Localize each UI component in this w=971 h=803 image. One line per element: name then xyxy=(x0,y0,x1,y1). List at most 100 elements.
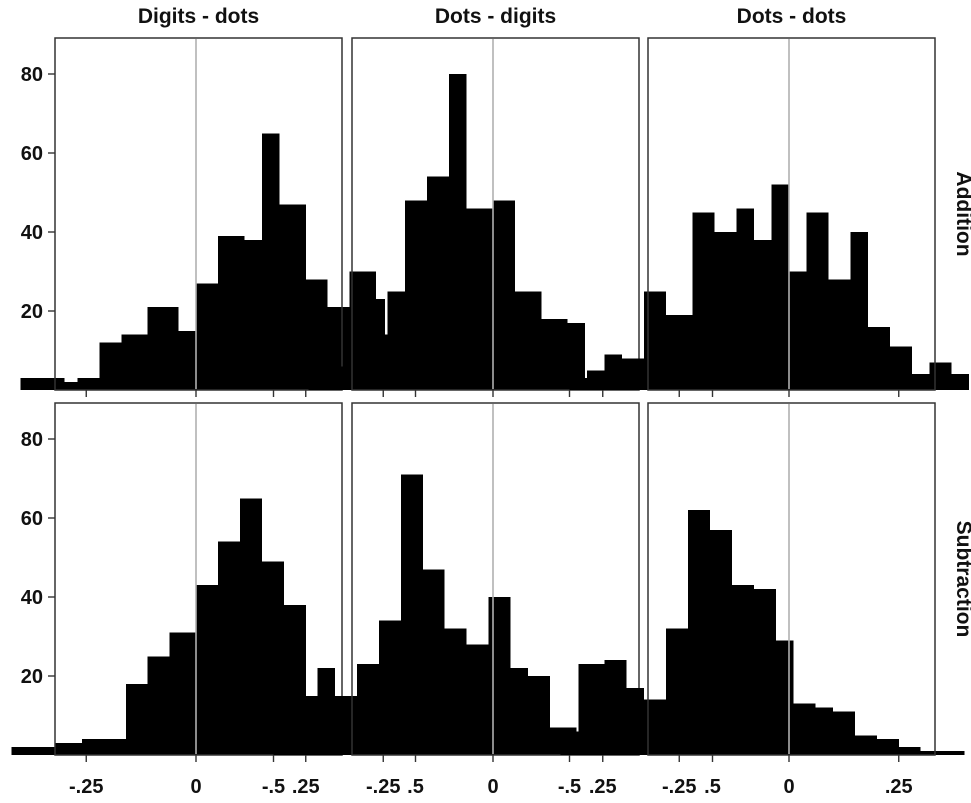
histogram-bar xyxy=(644,699,667,755)
histogram-bar xyxy=(541,318,568,390)
histogram-bar xyxy=(11,747,34,755)
histogram-bar xyxy=(387,291,406,390)
histogram-panel xyxy=(560,402,965,762)
x-tick-label: .25 xyxy=(292,776,320,798)
histogram-bar xyxy=(793,703,816,755)
histogram-panel xyxy=(272,402,714,762)
x-tick-label: 0 xyxy=(487,776,498,798)
histogram-bar xyxy=(99,342,122,390)
y-tick-label: 40 xyxy=(21,222,43,244)
histogram-bar xyxy=(308,386,340,390)
histogram-bar xyxy=(942,751,965,755)
histogram-bar xyxy=(444,628,467,755)
histogram-bar xyxy=(736,208,754,390)
histogram-bar xyxy=(31,378,65,390)
histogram-bar xyxy=(514,291,542,390)
histogram-bar xyxy=(466,644,489,755)
panel-frame xyxy=(647,37,936,391)
y-axis-labels: 20 40 60 80 20 40 60 80 xyxy=(21,64,43,688)
histogram-bar xyxy=(806,212,829,390)
histogram-bar xyxy=(644,291,667,390)
histogram-bar xyxy=(196,283,218,390)
histogram-bar xyxy=(889,346,912,390)
histogram-bar xyxy=(169,632,196,755)
histogram-bar xyxy=(622,358,645,390)
histogram-bar xyxy=(334,695,357,755)
histogram-bar xyxy=(55,743,82,755)
histogram-bar xyxy=(217,541,240,755)
histogram-bar xyxy=(709,529,732,755)
histogram-bar xyxy=(147,307,179,390)
histogram-panel xyxy=(568,37,969,397)
histogram-bar xyxy=(775,640,794,755)
y-tick-label: 60 xyxy=(21,143,43,165)
histogram-bar xyxy=(951,374,969,390)
histogram-bar xyxy=(868,326,890,390)
histogram-bar xyxy=(427,176,450,390)
histogram-bar xyxy=(510,668,529,755)
y-tick-label: 80 xyxy=(21,64,43,86)
histogram-bar xyxy=(103,739,126,755)
histogram-bar xyxy=(876,739,899,755)
histogram-bar xyxy=(753,239,772,390)
histogram-bar xyxy=(405,200,428,390)
histogram-bar xyxy=(261,133,280,390)
histogram-bar xyxy=(178,330,196,390)
panel-frame xyxy=(647,402,936,756)
histogram-bar xyxy=(147,656,170,755)
row-label: Subtraction xyxy=(952,521,971,638)
histogram-bar xyxy=(604,660,627,755)
histogram-bar xyxy=(361,334,388,390)
panel-frame xyxy=(351,402,640,756)
histogram-bar xyxy=(731,585,754,755)
histogram-bar xyxy=(832,711,855,755)
histogram-bar xyxy=(400,474,423,755)
histogram-bar xyxy=(466,208,493,390)
histogram-bar xyxy=(854,735,877,755)
histogram-bar xyxy=(666,314,693,390)
panel-frame xyxy=(54,402,343,756)
histogram-bar xyxy=(339,366,362,390)
histogram-bar xyxy=(789,271,807,390)
y-tick-label: 40 xyxy=(21,587,43,609)
histogram-bar xyxy=(33,747,56,755)
x-tick-label: 0 xyxy=(190,776,201,798)
histogram-bar xyxy=(64,382,78,390)
histogram-bar xyxy=(295,695,318,755)
histogram-bar xyxy=(125,683,148,755)
histogram-bar xyxy=(920,751,943,755)
y-tick-label: 60 xyxy=(21,508,43,530)
y-tick-label: 20 xyxy=(21,666,43,688)
histogram-bar xyxy=(688,510,710,755)
row-labels: Addition Subtraction xyxy=(952,171,971,637)
histogram-bar xyxy=(692,212,715,390)
histogram-bar xyxy=(560,739,579,755)
histogram-bar xyxy=(929,362,952,390)
histogram-bar xyxy=(217,235,245,390)
x-tick-label: .5 xyxy=(407,776,424,798)
x-axis-labels: -.5-.250.25.5-.5-.250.25.5-.5-.250.25.5 xyxy=(69,776,913,798)
histogram-bar xyxy=(850,232,869,390)
histogram-bar xyxy=(244,239,262,390)
panel-frame xyxy=(351,37,640,391)
histogram-bar xyxy=(196,585,218,755)
histogram-bar xyxy=(771,184,789,390)
histogram-bar xyxy=(356,664,379,755)
histogram-bar xyxy=(528,676,551,755)
histogram-bar xyxy=(753,589,776,755)
column-titles: Digits - dots Dots - digits Dots - dots xyxy=(138,5,846,28)
x-tick-label: -.25 xyxy=(662,776,696,798)
histogram-bar xyxy=(317,668,335,755)
histogram-bar xyxy=(488,597,511,755)
x-tick-label: -.5 xyxy=(558,776,581,798)
histogram-bar xyxy=(714,232,737,390)
x-tick-label: -.25 xyxy=(69,776,103,798)
x-tick-label: 0 xyxy=(783,776,794,798)
histogram-bar xyxy=(239,498,262,755)
histogram-bar xyxy=(279,204,306,390)
x-tick-label: -.5 xyxy=(262,776,285,798)
histogram-bar xyxy=(567,322,586,390)
panel-frame xyxy=(54,37,343,391)
histogram-bar xyxy=(81,739,104,755)
